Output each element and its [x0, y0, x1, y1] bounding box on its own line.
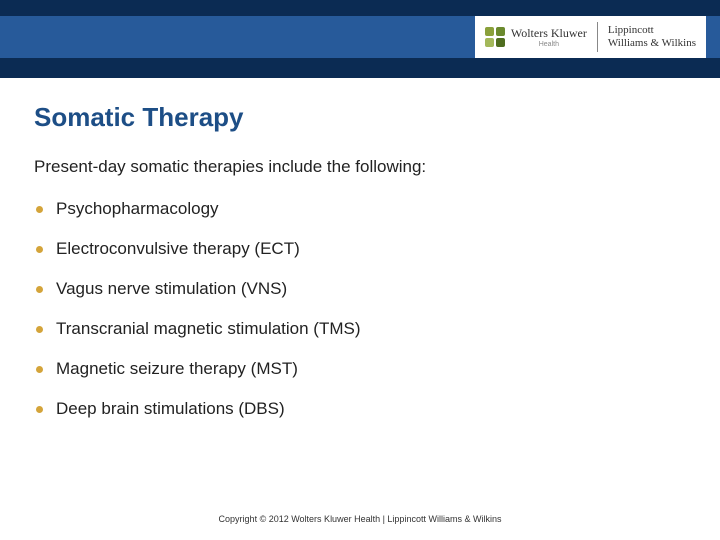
slide-title: Somatic Therapy — [34, 102, 686, 133]
content-area: Somatic Therapy Present-day somatic ther… — [0, 78, 720, 419]
wk-icon-quadrant-tl — [485, 27, 494, 36]
copyright-footer: Copyright © 2012 Wolters Kluwer Health |… — [0, 514, 720, 524]
wk-icon-quadrant-bl — [485, 38, 494, 47]
wolters-kluwer-icon — [485, 27, 505, 47]
list-item: Deep brain stimulations (DBS) — [34, 399, 686, 419]
band-top — [0, 0, 720, 16]
band-mid: Wolters Kluwer Health Lippincott William… — [0, 16, 720, 58]
wolters-kluwer-text: Wolters Kluwer Health — [511, 27, 587, 48]
wk-sub: Health — [511, 41, 587, 48]
bullet-list: Psychopharmacology Electroconvulsive the… — [34, 199, 686, 419]
wk-name: Wolters Kluwer — [511, 27, 587, 39]
list-item: Electroconvulsive therapy (ECT) — [34, 239, 686, 259]
header-band: Wolters Kluwer Health Lippincott William… — [0, 0, 720, 78]
list-item: Psychopharmacology — [34, 199, 686, 219]
wk-icon-quadrant-br — [496, 38, 505, 47]
band-bottom — [0, 58, 720, 78]
slide: Wolters Kluwer Health Lippincott William… — [0, 0, 720, 540]
intro-text: Present-day somatic therapies include th… — [34, 157, 686, 177]
list-item: Transcranial magnetic stimulation (TMS) — [34, 319, 686, 339]
lww-line2: Williams & Wilkins — [608, 37, 696, 50]
lww-line1: Lippincott — [608, 24, 696, 37]
list-item: Vagus nerve stimulation (VNS) — [34, 279, 686, 299]
wk-icon-quadrant-tr — [496, 27, 505, 36]
lippincott-brand: Lippincott Williams & Wilkins — [608, 24, 696, 49]
brand-block: Wolters Kluwer Health Lippincott William… — [475, 16, 706, 58]
brand-divider — [597, 22, 598, 52]
list-item: Magnetic seizure therapy (MST) — [34, 359, 686, 379]
wolters-kluwer-brand: Wolters Kluwer Health — [485, 27, 587, 48]
